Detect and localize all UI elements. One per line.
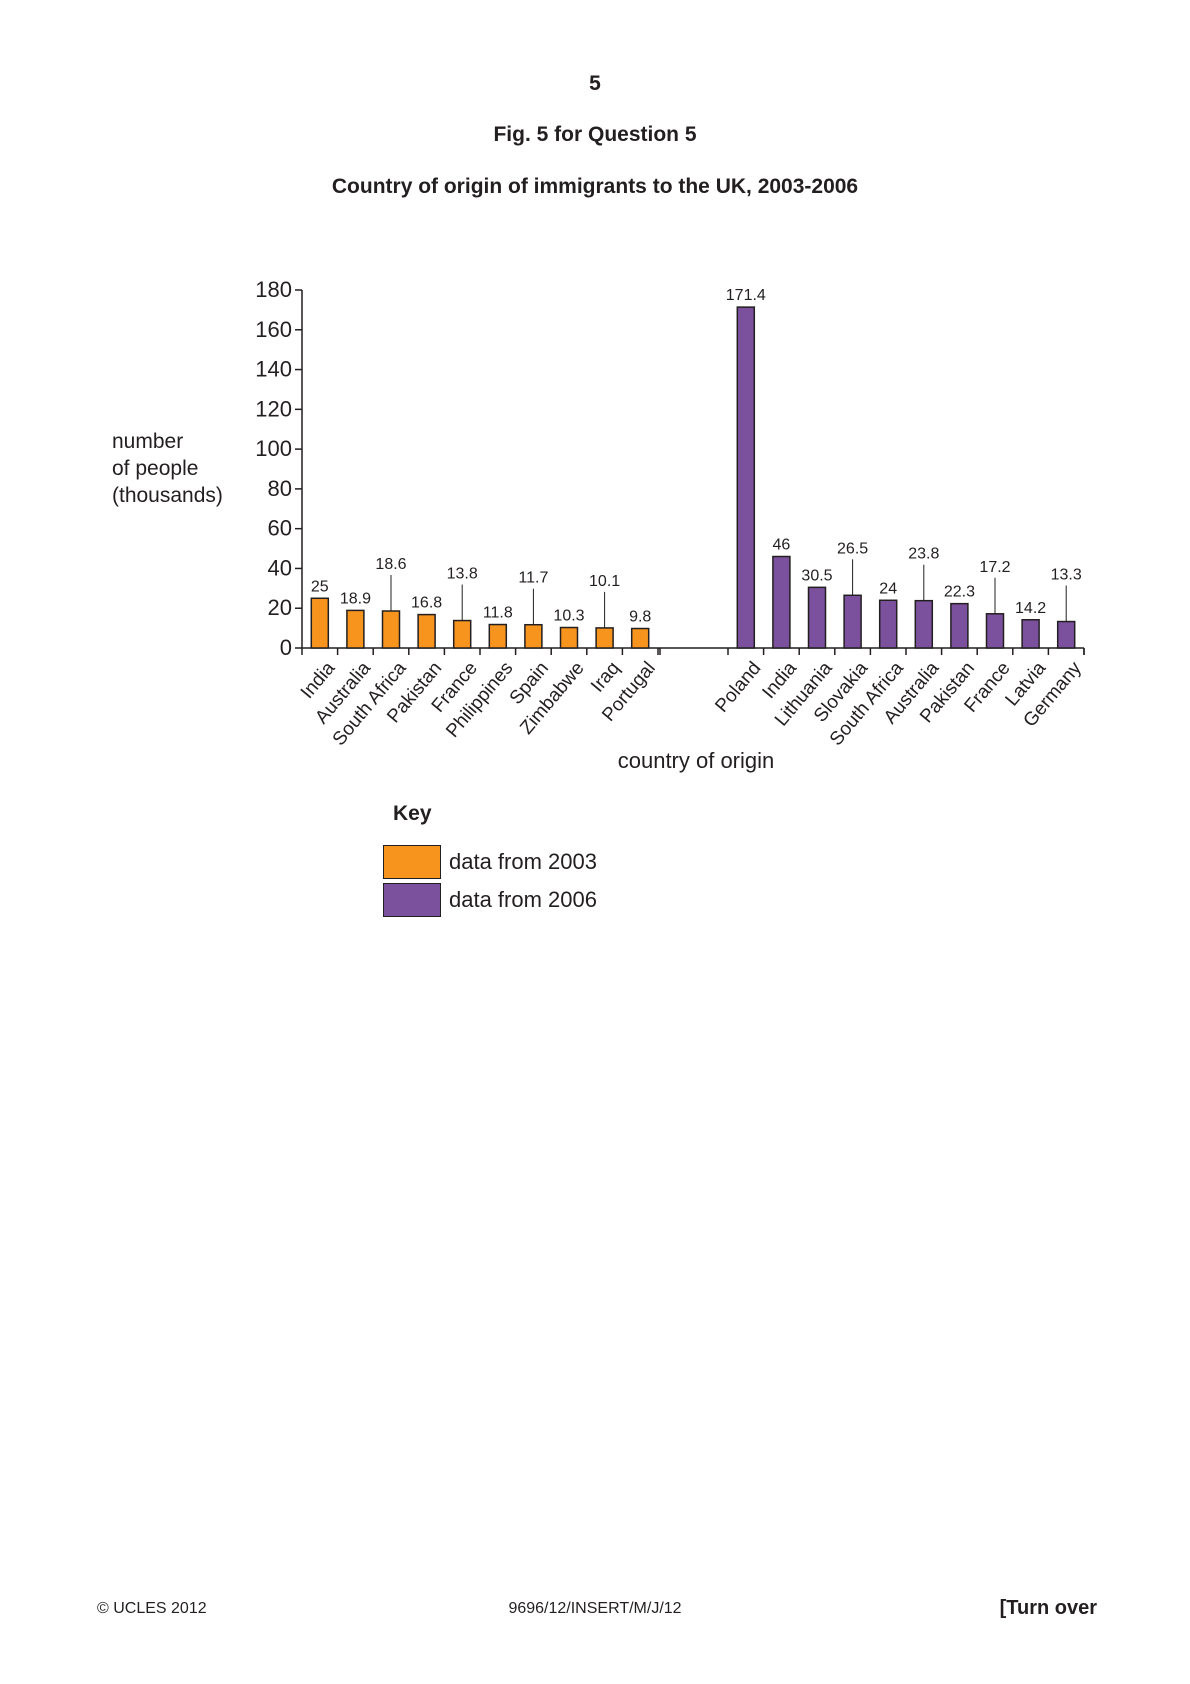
- data-label: 13.8: [447, 566, 478, 583]
- chart-bars: [310, 306, 1076, 649]
- data-label: 25: [311, 578, 329, 595]
- data-label: 171.4: [726, 287, 766, 304]
- y-tick-label: 160: [255, 317, 292, 342]
- y-axis-label: number of people (thousands): [112, 428, 223, 509]
- bar: [736, 306, 756, 649]
- data-label: 24: [879, 580, 897, 597]
- bar: [524, 623, 543, 649]
- y-tick-label: 140: [255, 357, 292, 382]
- bar: [310, 597, 330, 649]
- bar: [630, 627, 650, 649]
- data-label: 11.7: [518, 570, 548, 587]
- chart-title: Country of origin of immigrants to the U…: [331, 175, 859, 198]
- bar: [950, 602, 969, 649]
- data-label: 30.5: [801, 567, 832, 584]
- y-tick-label: 20: [268, 595, 292, 620]
- chart-axes: 0 20 40 60 80 100 120 140 160 180: [255, 277, 1085, 660]
- y-axis-label-line: of people: [112, 457, 199, 480]
- y-axis-label-line: number: [112, 430, 184, 453]
- y-tick-label: 0: [280, 635, 292, 660]
- footer-document-code: 9696/12/INSERT/M/J/12: [508, 1600, 682, 1617]
- bar: [417, 613, 436, 649]
- figure-title: Fig. 5 for Question 5: [493, 123, 697, 146]
- data-label: 10.1: [589, 573, 620, 590]
- bar: [985, 613, 1005, 649]
- x-axis-label: country of origin: [618, 748, 775, 773]
- bar: [843, 594, 862, 649]
- bar: [1021, 619, 1040, 649]
- y-tick-label: 40: [268, 555, 292, 580]
- bar: [381, 610, 401, 649]
- bar: [346, 609, 365, 649]
- data-label: 9.8: [629, 609, 651, 626]
- y-axis-label-line: (thousands): [112, 484, 223, 507]
- bar: [488, 623, 508, 649]
- data-label: 16.8: [411, 595, 442, 612]
- y-tick-label: 120: [255, 396, 292, 421]
- legend-title: Key: [393, 802, 432, 825]
- data-label: 10.3: [553, 608, 584, 625]
- data-label: 13.3: [1051, 567, 1082, 584]
- legend-item-2006: data from 2006: [383, 882, 597, 918]
- bar: [559, 626, 579, 649]
- data-label: 17.2: [979, 559, 1010, 576]
- bar: [452, 619, 472, 649]
- bar-chart: 0 20 40 60 80 100 120 140 160 180 25 18.918.6 16.8 1…: [255, 277, 1086, 773]
- legend-item-2003: data from 2003: [383, 844, 597, 880]
- bar: [1056, 620, 1076, 649]
- bar: [807, 586, 827, 649]
- legend-label-2006: data from 2006: [449, 887, 597, 912]
- data-label: 11.8: [483, 605, 513, 622]
- bar: [595, 627, 614, 649]
- data-label: 18.6: [375, 556, 406, 573]
- y-tick-label: 80: [268, 476, 292, 501]
- footer-copyright: © UCLES 2012: [97, 1600, 207, 1617]
- bar: [772, 555, 791, 649]
- data-label: 26.5: [837, 540, 868, 557]
- y-tick-label: 60: [268, 516, 292, 541]
- data-label: 18.9: [340, 590, 371, 607]
- page-number: 5: [589, 72, 601, 95]
- bar: [914, 599, 934, 649]
- footer-turn-over: [Turn over: [999, 1597, 1097, 1619]
- x-tick-label: Poland: [711, 658, 765, 717]
- legend-label-2003: data from 2003: [449, 849, 597, 874]
- data-label: 46: [773, 537, 791, 554]
- y-tick-label: 100: [255, 436, 292, 461]
- y-tick-label: 180: [255, 277, 292, 302]
- data-label: 23.8: [908, 546, 939, 563]
- bar: [878, 599, 898, 649]
- data-label: 14.2: [1015, 600, 1046, 617]
- legend-swatch-2003: [383, 845, 441, 879]
- data-label: 22.3: [944, 584, 975, 601]
- legend-swatch-2006: [383, 883, 441, 917]
- chart-data-labels: 25 18.918.6 16.8 13.8 11.8 11.7 10.3 10.1 9.8 171…: [311, 287, 1082, 628]
